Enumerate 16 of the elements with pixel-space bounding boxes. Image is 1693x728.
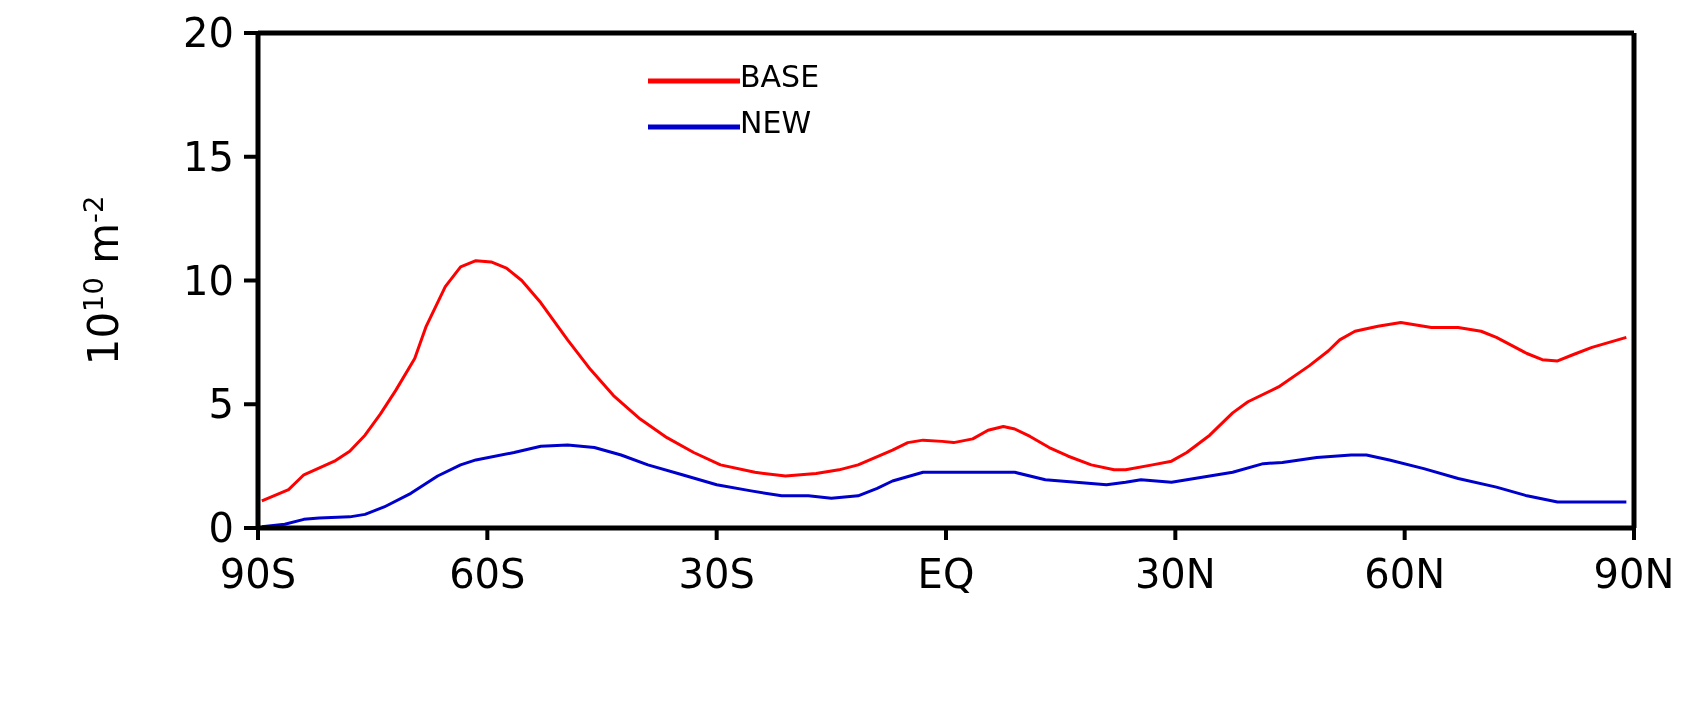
x-tick-label: 30S [678, 551, 755, 598]
x-tick-label: 30N [1134, 551, 1216, 598]
x-tick-label: 90S [219, 551, 297, 598]
x-tick-label: 60S [449, 551, 526, 598]
y-tick-label: 5 [208, 381, 234, 428]
x-tick-label: 60N [1364, 551, 1446, 598]
legend-label: NEW [740, 105, 812, 140]
line-series [260, 443, 1628, 528]
legend-label: BASE [740, 59, 820, 94]
y-tick-label: 10 [183, 257, 234, 304]
x-tick-label: 90N [1593, 551, 1675, 598]
y-tick-label: 15 [183, 133, 234, 180]
y-tick-label: 0 [208, 505, 234, 552]
y-tick-label: 20 [183, 10, 234, 57]
line-series [260, 259, 1628, 503]
x-tick-label: EQ [917, 551, 975, 598]
